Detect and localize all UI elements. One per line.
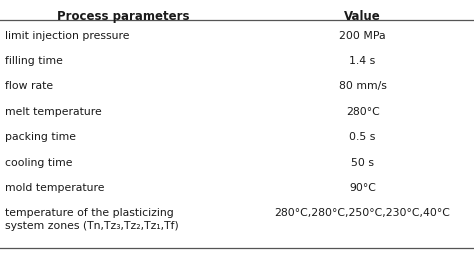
Text: cooling time: cooling time <box>5 158 72 168</box>
Text: 0.5 s: 0.5 s <box>349 132 376 142</box>
Text: 50 s: 50 s <box>351 158 374 168</box>
Text: 200 MPa: 200 MPa <box>339 31 386 41</box>
Text: 90°C: 90°C <box>349 183 376 193</box>
Text: melt temperature: melt temperature <box>5 107 101 117</box>
Text: Process parameters: Process parameters <box>57 10 190 23</box>
Text: temperature of the plasticizing
system zones (Tn,Tz₃,Tz₂,Tz₁,Tf): temperature of the plasticizing system z… <box>5 208 179 231</box>
Text: Value: Value <box>344 10 381 23</box>
Text: 280°C,280°C,250°C,230°C,40°C: 280°C,280°C,250°C,230°C,40°C <box>274 208 451 218</box>
Text: limit injection pressure: limit injection pressure <box>5 31 129 41</box>
Text: packing time: packing time <box>5 132 76 142</box>
Text: 1.4 s: 1.4 s <box>349 56 376 66</box>
Text: 80 mm/s: 80 mm/s <box>338 81 387 91</box>
Text: flow rate: flow rate <box>5 81 53 91</box>
Text: filling time: filling time <box>5 56 63 66</box>
Text: mold temperature: mold temperature <box>5 183 104 193</box>
Text: 280°C: 280°C <box>346 107 380 117</box>
